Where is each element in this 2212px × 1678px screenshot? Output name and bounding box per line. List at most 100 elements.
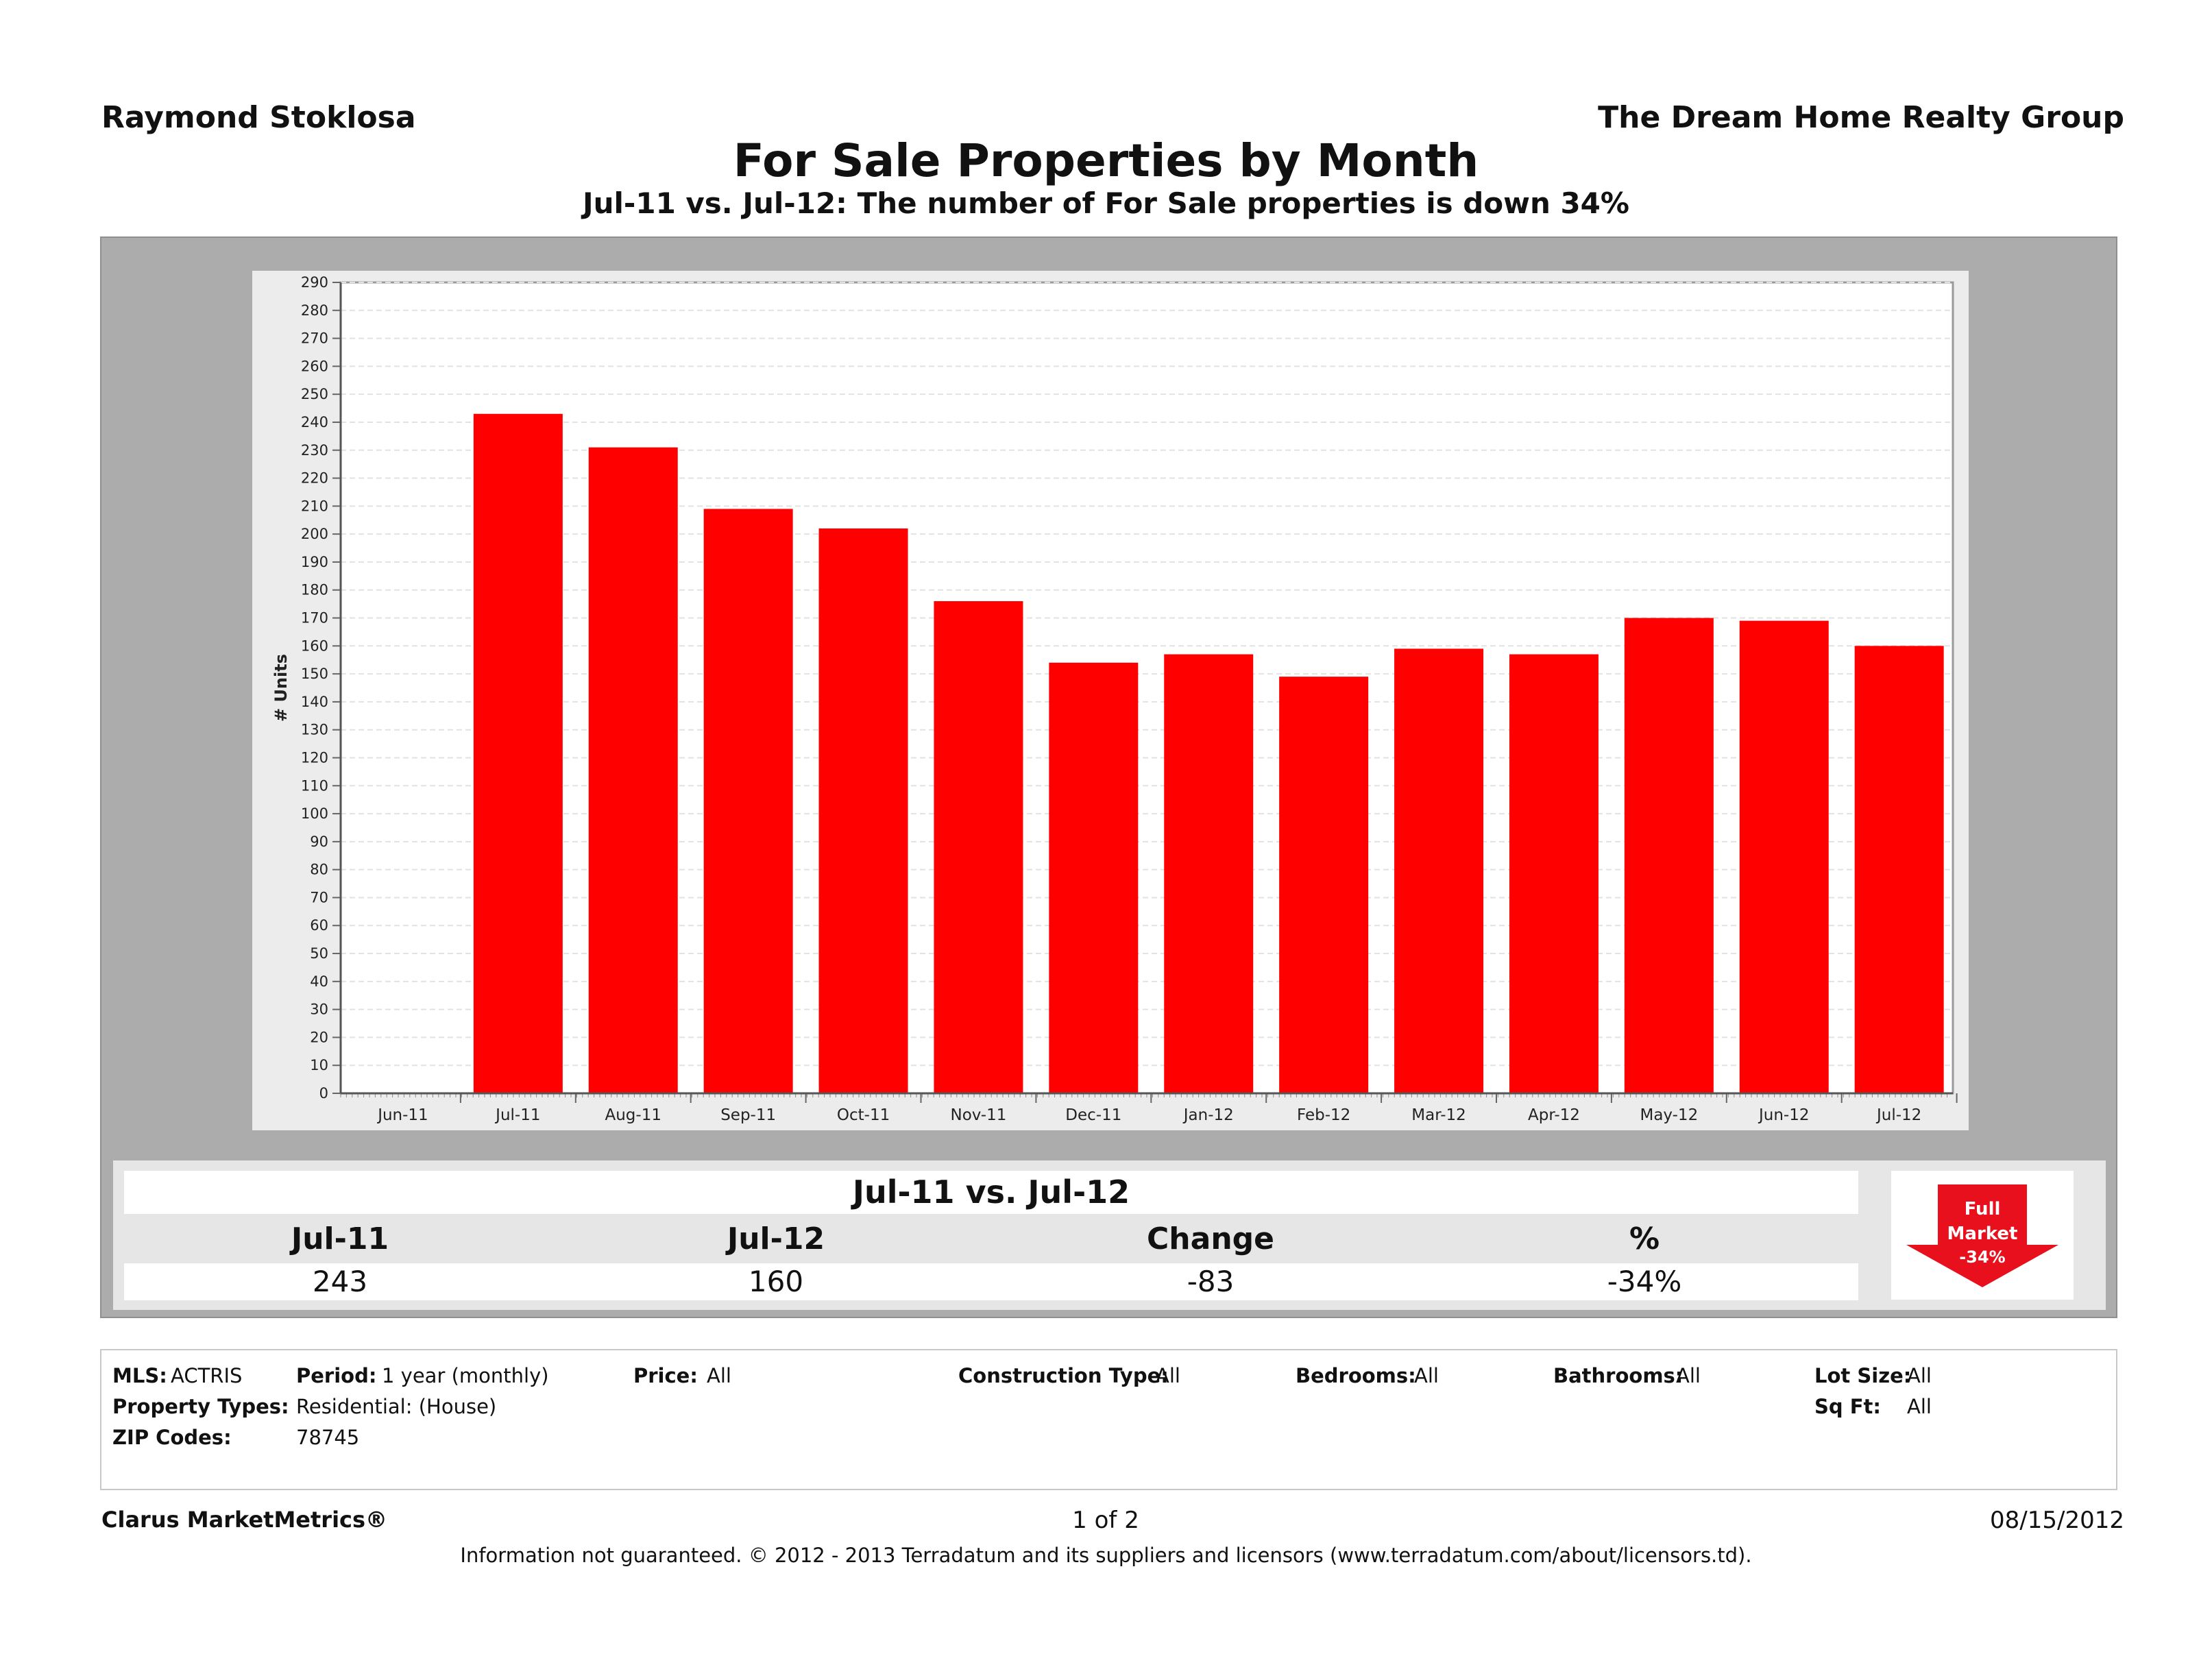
y-tick-label: 230 xyxy=(301,442,328,459)
company-name: The Dream Home Realty Group xyxy=(1598,100,2124,135)
y-tick-label: 180 xyxy=(301,582,328,598)
x-tick-label: Dec-11 xyxy=(1065,1106,1121,1124)
chart-title: For Sale Properties by Month xyxy=(733,134,1479,187)
y-tick-label: 210 xyxy=(301,498,328,514)
x-tick-label: Mar-12 xyxy=(1411,1106,1466,1124)
y-tick-label: 290 xyxy=(301,274,328,291)
mls-label: MLS: xyxy=(112,1364,167,1387)
value-jul12: 160 xyxy=(748,1265,804,1298)
x-tick-label: May-12 xyxy=(1640,1106,1698,1124)
construction-value: All xyxy=(1156,1364,1180,1387)
y-tick-label: 190 xyxy=(301,554,328,570)
price-value: All xyxy=(707,1364,731,1387)
col-header-jul11: Jul-11 xyxy=(291,1221,389,1256)
y-tick-label: 200 xyxy=(301,526,328,542)
y-tick-label: 150 xyxy=(301,666,328,682)
badge-line1: Full xyxy=(1965,1199,2001,1219)
y-tick-label: 100 xyxy=(301,805,328,822)
zip-label: ZIP Codes: xyxy=(112,1426,232,1449)
y-tick-label: 120 xyxy=(301,749,328,766)
bar-oct-11 xyxy=(818,528,908,1093)
y-axis-label: # Units xyxy=(271,654,291,722)
bedrooms-label: Bedrooms: xyxy=(1296,1364,1416,1387)
bar-jun-12 xyxy=(1739,620,1829,1093)
x-tick-label: Nov-11 xyxy=(951,1106,1007,1124)
y-tick-label: 170 xyxy=(301,610,328,627)
bar-jul-12 xyxy=(1854,646,1944,1093)
col-header-jul12: Jul-12 xyxy=(727,1221,825,1256)
construction-label: Construction Type: xyxy=(958,1364,1169,1387)
filters-box xyxy=(100,1349,2117,1490)
bathrooms-value: All xyxy=(1676,1364,1701,1387)
property-types-value: Residential: (House) xyxy=(296,1395,497,1418)
y-tick-label: 10 xyxy=(310,1057,328,1073)
y-tick-label: 90 xyxy=(310,834,328,850)
x-tick-label: Oct-11 xyxy=(837,1106,890,1124)
comparison-title: Jul-11 vs. Jul-12 xyxy=(852,1174,1130,1211)
bar-apr-12 xyxy=(1509,654,1599,1093)
badge-line2: Market xyxy=(1947,1224,2018,1244)
disclaimer: Information not guaranteed. © 2012 - 201… xyxy=(460,1544,1752,1567)
agent-name: Raymond Stoklosa xyxy=(101,100,416,135)
page-number: 1 of 2 xyxy=(1072,1507,1139,1534)
x-tick-label: Feb-12 xyxy=(1297,1106,1350,1124)
x-tick-label: Sep-11 xyxy=(720,1106,776,1124)
comparison-title-bar xyxy=(124,1171,1858,1214)
property-types-label: Property Types: xyxy=(112,1395,289,1418)
y-tick-label: 260 xyxy=(301,358,328,374)
bar-feb-12 xyxy=(1279,677,1369,1093)
y-tick-label: 80 xyxy=(310,862,328,878)
comparison-values-row xyxy=(124,1263,1858,1300)
y-tick-label: 160 xyxy=(301,637,328,654)
col-header-percent: % xyxy=(1629,1221,1660,1256)
x-tick-label: Jun-12 xyxy=(1758,1106,1810,1124)
badge-line3: -34% xyxy=(1959,1248,2005,1267)
period-label: Period: xyxy=(296,1364,377,1387)
value-change: -83 xyxy=(1187,1265,1235,1298)
bar-jan-12 xyxy=(1164,654,1254,1093)
y-tick-label: 250 xyxy=(301,386,328,402)
bar-chart: 0 10 20 30 40 50 60 70 80 90 100 110 120 130 140 150 160… xyxy=(271,274,1958,1124)
bar-aug-11 xyxy=(588,447,678,1093)
report-date: 08/15/2012 xyxy=(1990,1507,2124,1534)
chart-subtitle: Jul-11 vs. Jul-12: The number of For Sal… xyxy=(583,186,1629,220)
x-tick-label: Jun-11 xyxy=(376,1106,428,1124)
x-tick-label: Jul-11 xyxy=(494,1106,540,1124)
y-tick-label: 270 xyxy=(301,330,328,347)
value-percent: -34% xyxy=(1607,1265,1682,1298)
bar-mar-12 xyxy=(1394,648,1484,1093)
zip-value: 78745 xyxy=(296,1426,360,1449)
bar-dec-11 xyxy=(1049,662,1139,1093)
y-tick-label: 140 xyxy=(301,694,328,710)
bedrooms-value: All xyxy=(1414,1364,1439,1387)
y-tick-label: 70 xyxy=(310,889,328,905)
bar-jul-11 xyxy=(473,413,563,1093)
bar-may-12 xyxy=(1624,618,1714,1093)
price-label: Price: xyxy=(633,1364,698,1387)
mls-value: ACTRIS xyxy=(171,1364,243,1387)
bathrooms-label: Bathrooms: xyxy=(1553,1364,1684,1387)
y-tick-label: 220 xyxy=(301,470,328,487)
x-tick-label: Jul-12 xyxy=(1875,1106,1921,1124)
col-header-change: Change xyxy=(1147,1221,1274,1256)
y-tick-label: 50 xyxy=(310,945,328,962)
sqft-value: All xyxy=(1907,1395,1932,1418)
down-arrow-icon: Full Market -34% xyxy=(1906,1184,2058,1287)
x-tick-label: Jan-12 xyxy=(1182,1106,1234,1124)
y-tick-label: 110 xyxy=(301,777,328,794)
brand-name: Clarus MarketMetrics® xyxy=(101,1507,388,1533)
y-tick-label: 130 xyxy=(301,722,328,738)
period-value: 1 year (monthly) xyxy=(382,1364,549,1387)
bar-nov-11 xyxy=(934,601,1023,1093)
y-tick-label: 60 xyxy=(310,917,328,934)
y-tick-label: 30 xyxy=(310,1001,328,1018)
y-tick-label: 240 xyxy=(301,414,328,430)
y-tick-label: 0 xyxy=(319,1085,328,1102)
y-tick-label: 280 xyxy=(301,302,328,319)
sqft-label: Sq Ft: xyxy=(1814,1395,1882,1418)
y-tick-label: 20 xyxy=(310,1029,328,1045)
x-tick-label: Apr-12 xyxy=(1528,1106,1580,1124)
x-tick-label: Aug-11 xyxy=(605,1106,661,1124)
y-tick-label: 40 xyxy=(310,973,328,990)
lot-size-value: All xyxy=(1907,1364,1932,1387)
